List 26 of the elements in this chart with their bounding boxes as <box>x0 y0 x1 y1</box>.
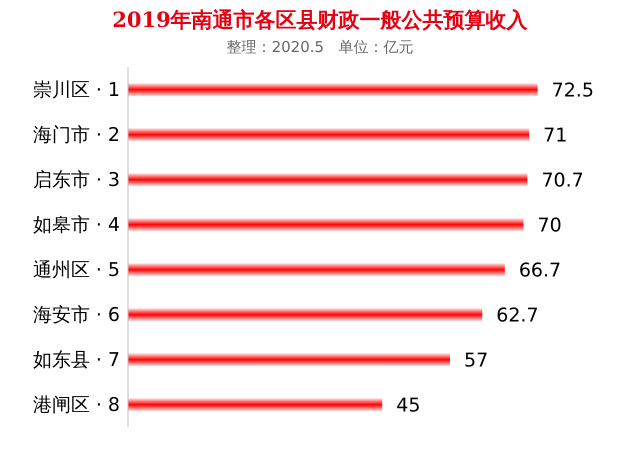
bar <box>128 128 530 142</box>
bar <box>128 308 482 322</box>
y-tick-label: 如皋市 · 4 <box>32 214 120 236</box>
data-label: 57 <box>464 349 488 372</box>
y-tick-label: 海门市 · 2 <box>32 124 120 146</box>
data-label: 72.5 <box>552 79 594 102</box>
bar <box>128 173 528 186</box>
y-tick-label: 海安市 · 6 <box>32 304 120 326</box>
bar <box>128 263 505 276</box>
bar <box>128 398 382 412</box>
y-tick-label: 港闸区 · 8 <box>32 394 120 416</box>
bar <box>128 83 538 96</box>
data-label: 70 <box>538 214 562 236</box>
y-tick-label: 通州区 · 5 <box>32 259 120 282</box>
data-label: 62.7 <box>496 304 539 326</box>
bar <box>128 353 450 366</box>
y-tick-label: 崇川区 · 1 <box>32 79 120 102</box>
chart-subtitle: 整理：2020.5 单位：亿元 <box>226 38 414 57</box>
data-label: 66.7 <box>518 259 562 282</box>
bar <box>128 218 524 232</box>
data-label: 71 <box>543 124 568 146</box>
y-tick-label: 启东市 · 3 <box>32 169 120 192</box>
data-label: 45 <box>396 394 420 416</box>
y-tick-label: 如东县 · 7 <box>32 349 120 372</box>
data-label: 70.7 <box>541 169 584 192</box>
chart-title: 2019年南通市各区县财政一般公共预算收入 <box>111 6 529 34</box>
